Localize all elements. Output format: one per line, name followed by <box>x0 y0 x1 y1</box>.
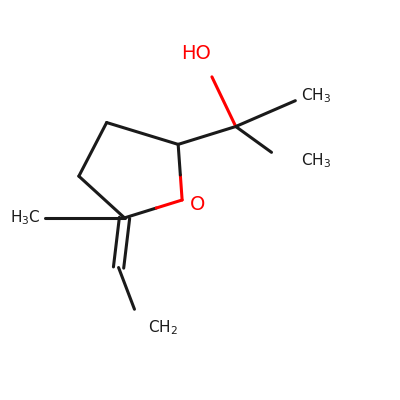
Text: HO: HO <box>181 44 211 62</box>
Text: CH$_3$: CH$_3$ <box>301 151 332 170</box>
Text: H$_3$C: H$_3$C <box>10 208 41 227</box>
Text: CH$_2$: CH$_2$ <box>148 318 178 337</box>
Text: O: O <box>190 195 206 214</box>
Text: CH$_3$: CH$_3$ <box>301 86 332 105</box>
